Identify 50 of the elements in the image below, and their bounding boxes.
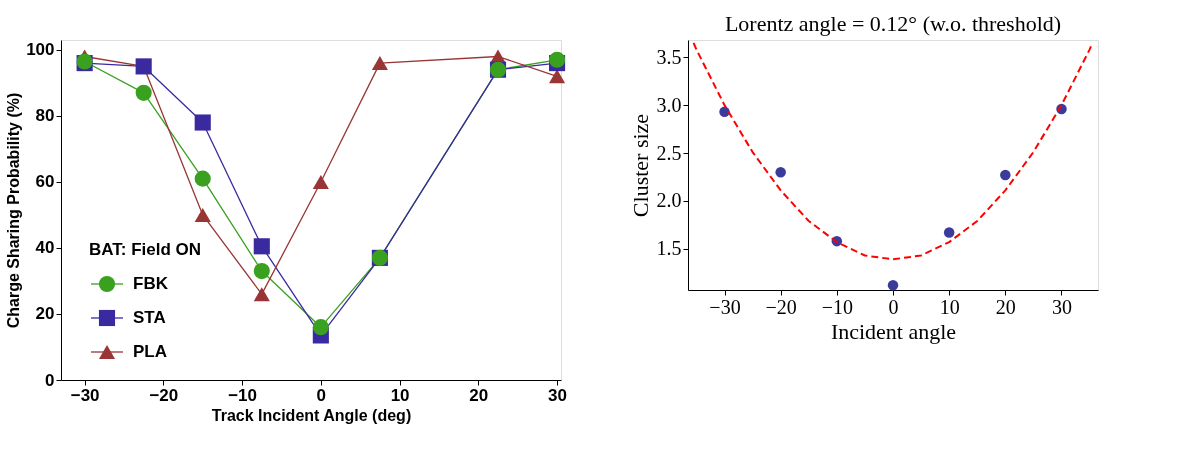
point <box>194 114 211 131</box>
legend-label: STA <box>133 308 166 327</box>
point <box>549 51 566 68</box>
y-tick-label: 2.0 <box>656 189 682 212</box>
y-tick-label: 2.5 <box>656 141 682 164</box>
y-tick-label: 40 <box>35 238 55 258</box>
y-tick-label: 1.5 <box>656 237 682 260</box>
legend-label: PLA <box>133 342 167 361</box>
point <box>194 207 211 222</box>
x-tick-label: −30 <box>70 385 100 405</box>
point <box>371 56 388 71</box>
x-tick-label: 20 <box>995 295 1016 318</box>
point <box>943 227 955 238</box>
y-tick-label: 0 <box>45 370 55 390</box>
x-tick-label: 10 <box>939 295 960 318</box>
x-tick-label: 30 <box>548 385 568 405</box>
point <box>549 69 566 84</box>
legend-label: FBK <box>133 274 169 293</box>
y-tick-label: 80 <box>35 106 55 126</box>
x-tick-label: −10 <box>821 295 853 318</box>
point <box>775 166 786 178</box>
x-tick-label: −20 <box>149 385 179 405</box>
x-tick-label: −20 <box>765 295 797 318</box>
x-tick-label: 0 <box>316 385 327 405</box>
point <box>253 263 270 280</box>
point <box>253 287 270 302</box>
y-tick-label: 60 <box>35 172 55 192</box>
x-axis-title: Track Incident Angle (deg) <box>211 406 412 424</box>
y-axis-title: Cluster size <box>627 113 653 218</box>
point <box>135 84 152 101</box>
x-tick-label: −10 <box>228 385 258 405</box>
x-tick-label: 30 <box>1051 295 1072 318</box>
point <box>1000 169 1011 181</box>
y-tick-label: 3.0 <box>656 93 682 116</box>
x-tick-label: 0 <box>888 295 899 318</box>
x-tick-label: 10 <box>390 385 410 405</box>
point <box>312 319 329 336</box>
chart-title: Lorentz angle = 0.12° (w.o. threshold) <box>724 11 1062 36</box>
legend-title: BAT: Field ON <box>89 240 202 259</box>
y-axis-title: Charge Sharing Probability (%) <box>5 92 23 329</box>
line-series <box>692 41 1094 261</box>
x-tick-label: −30 <box>709 295 741 318</box>
point <box>253 238 270 255</box>
x-axis-title: Incident angle <box>830 318 957 344</box>
point <box>887 279 899 291</box>
point <box>312 174 329 189</box>
x-tick-label: 20 <box>469 385 489 405</box>
y-tick-label: 100 <box>26 40 55 60</box>
point <box>194 170 211 187</box>
y-tick-label: 3.5 <box>656 45 682 68</box>
